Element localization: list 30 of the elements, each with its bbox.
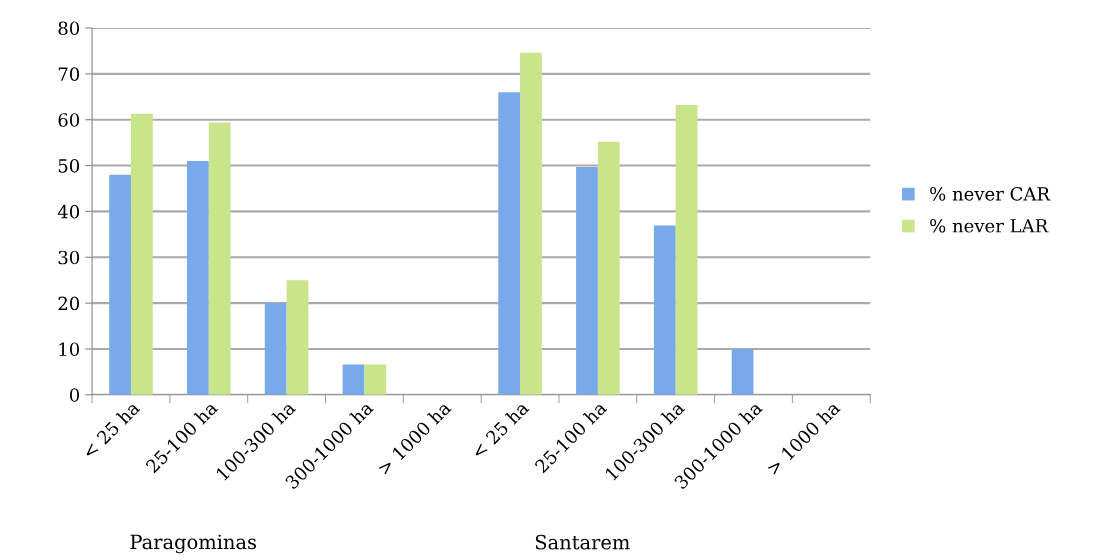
bar [187, 160, 209, 395]
y-tick-label: 50 [58, 159, 80, 173]
bar [520, 52, 542, 395]
bar [264, 303, 287, 395]
bar [576, 166, 598, 395]
legend-label: % never CAR [930, 187, 1051, 201]
bar [675, 105, 698, 395]
y-tick-label: 10 [59, 342, 80, 357]
y-tick-label: 0 [69, 388, 80, 402]
text: Santarem [535, 534, 630, 550]
y-tick-label: 40 [57, 204, 80, 219]
x-tick-label: < 25 ha [470, 400, 530, 460]
bar [364, 364, 387, 395]
bar [109, 174, 131, 395]
bar [342, 364, 365, 395]
bar [498, 92, 521, 395]
bar [731, 348, 754, 395]
y-tick-label: 20 [58, 296, 80, 311]
y-tick-label: 70 [58, 67, 80, 81]
bar [597, 141, 620, 395]
y-tick-label: 30 [58, 250, 80, 265]
text: Paragominas [130, 534, 257, 554]
x-tick-label: < 25 ha [81, 400, 141, 460]
legend-label: % never LAR [930, 218, 1049, 233]
bar [130, 113, 153, 395]
bar [208, 122, 231, 395]
y-tick-label: 80 [58, 21, 80, 36]
bar [653, 225, 676, 395]
y-tick-label: 60 [58, 113, 80, 127]
bar [286, 280, 309, 395]
